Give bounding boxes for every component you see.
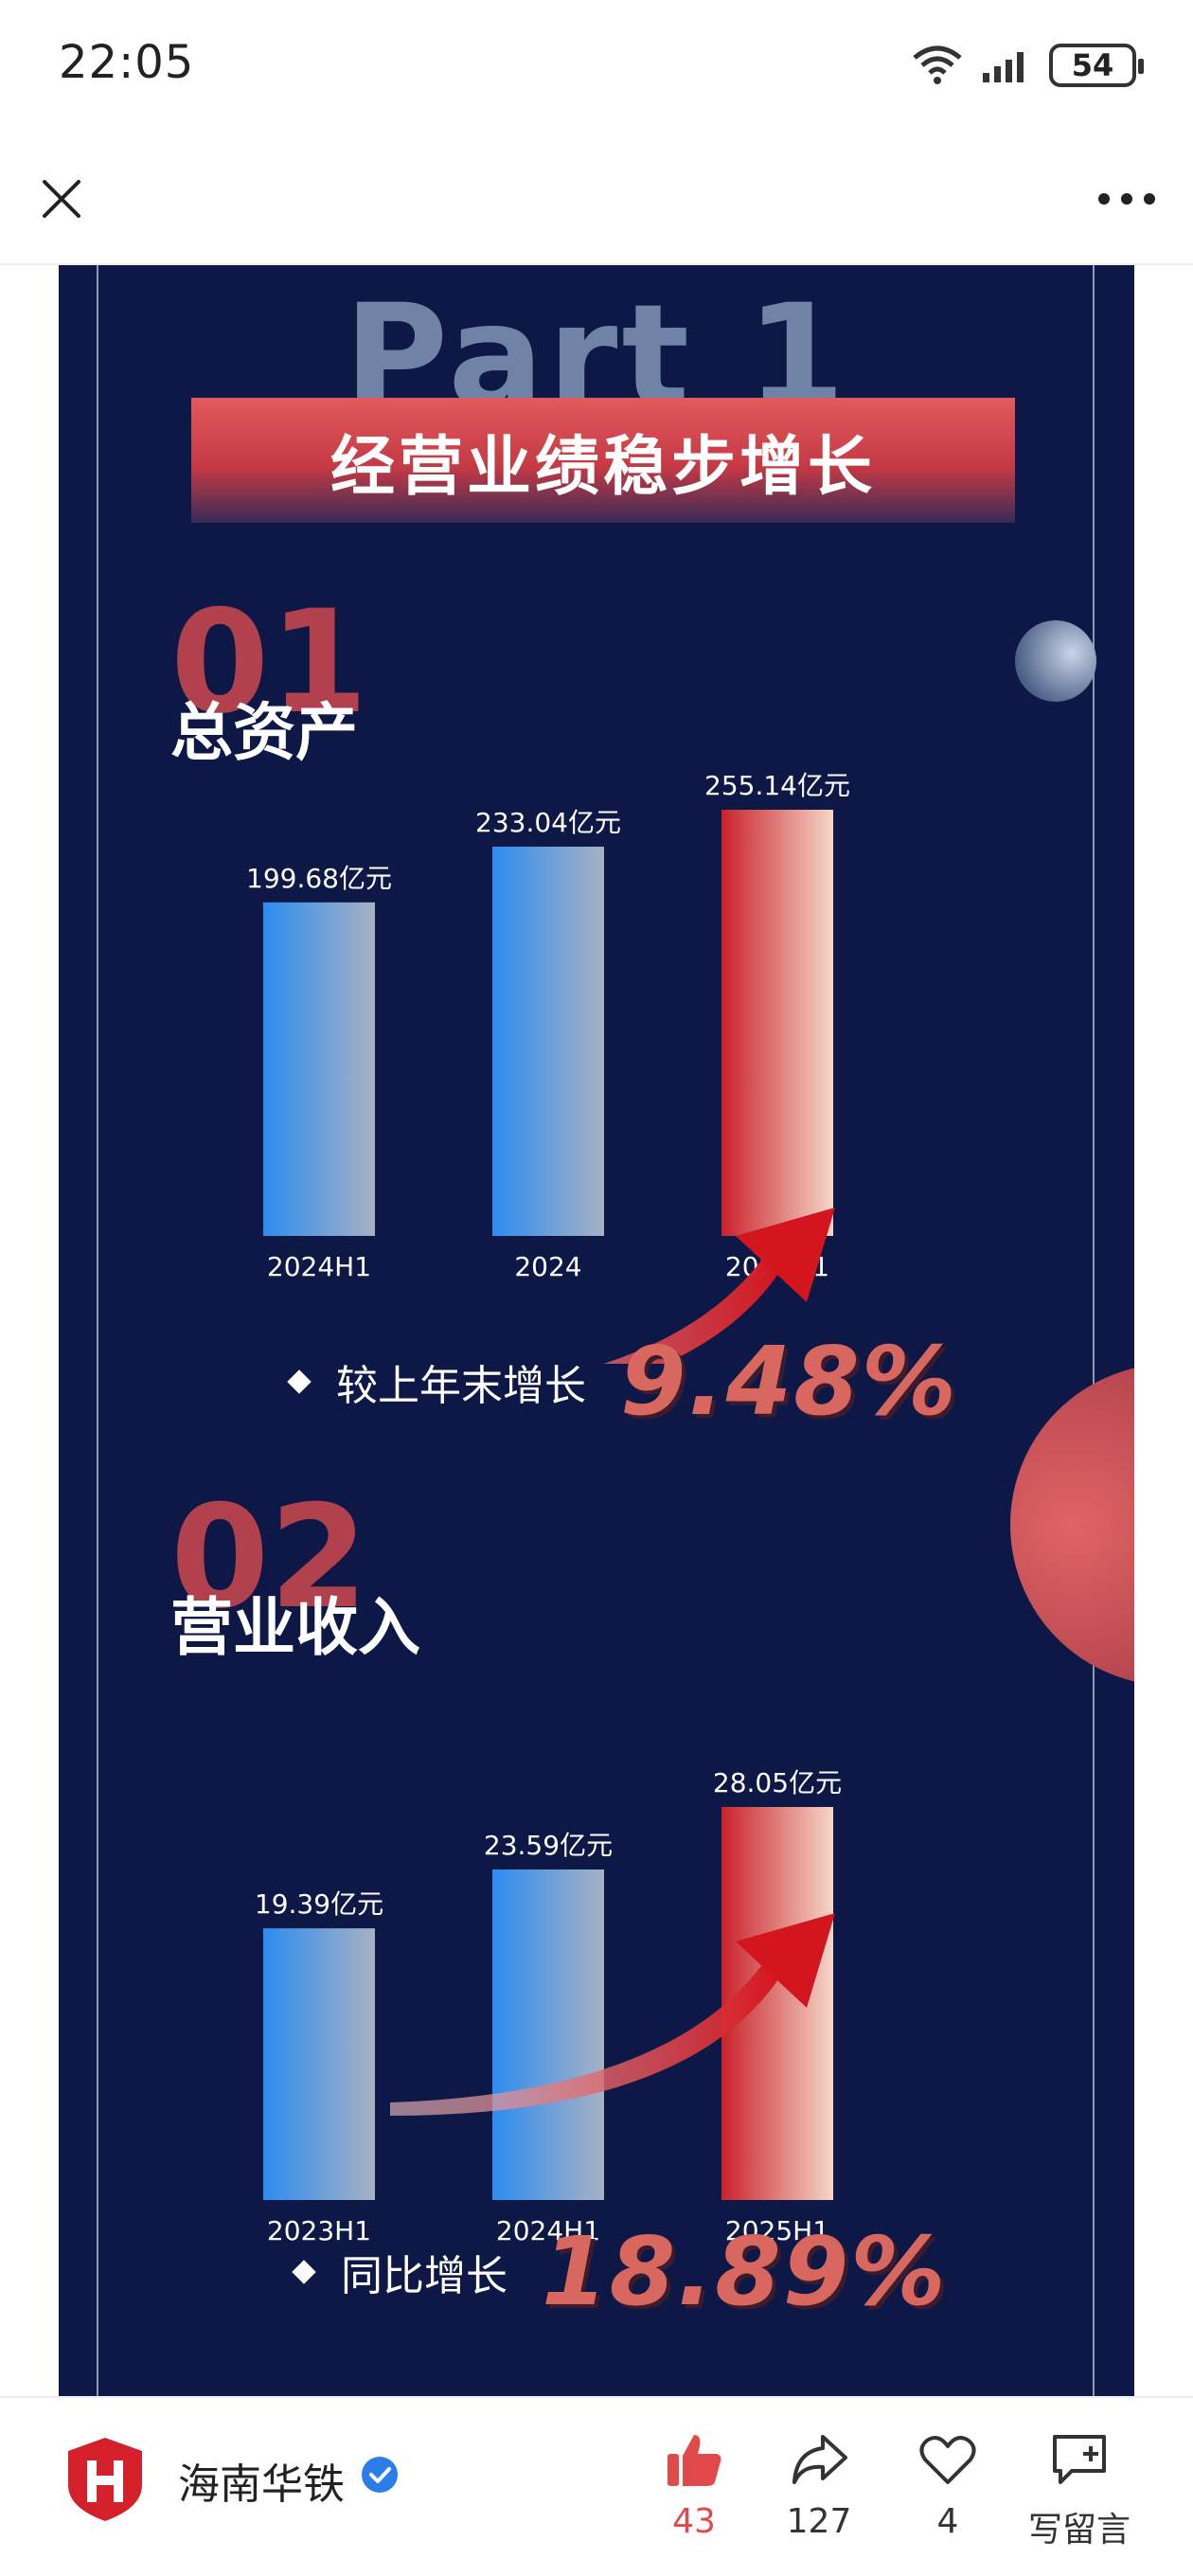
thumbs-up-icon xyxy=(661,2426,727,2493)
like-count: 43 xyxy=(672,2502,716,2541)
x-tick-label: 2024H1 xyxy=(267,1251,371,1282)
growth-value: 9.48% xyxy=(620,1326,958,1437)
like-button[interactable]: 43 xyxy=(632,2426,756,2541)
section-title-total-assets: 总资产 xyxy=(170,696,358,769)
banner-title: 经营业绩稳步增长 xyxy=(329,429,876,505)
section-number-01: 01 xyxy=(170,581,368,745)
top-nav xyxy=(0,137,1193,265)
bottom-bar: 海南华铁 43 127 4 xyxy=(0,2396,1193,2576)
more-dots-icon xyxy=(1098,193,1155,205)
more-options-button[interactable] xyxy=(1089,166,1165,232)
growth-arrow-icon xyxy=(390,1956,778,2116)
status-bar: 22:05 54 xyxy=(0,0,1193,137)
brand-logo[interactable] xyxy=(66,2436,144,2523)
verified-badge-icon xyxy=(362,2457,398,2493)
bar-value-label: 255.14亿元 xyxy=(704,770,850,801)
status-icons: 54 xyxy=(911,42,1144,89)
frame-line-right xyxy=(1093,265,1095,2396)
x-tick-label: 2024 xyxy=(514,1251,581,1282)
section-title-revenue: 营业收入 xyxy=(170,1591,420,1664)
favorite-button[interactable]: 4 xyxy=(886,2426,1009,2541)
status-time: 22:05 xyxy=(59,36,195,89)
heart-icon xyxy=(915,2426,981,2493)
close-button[interactable] xyxy=(28,166,95,232)
deco-circle-small xyxy=(1015,620,1096,702)
banner: 经营业绩稳步增长 xyxy=(191,398,1015,523)
diamond-bullet-icon xyxy=(287,1368,312,1394)
bar-value-label: 23.59亿元 xyxy=(484,1830,613,1861)
deco-circle-large xyxy=(1010,1364,1134,1686)
comment-add-icon xyxy=(1046,2426,1113,2493)
bar-value-label: 19.39亿元 xyxy=(255,1888,383,1920)
growth-row-assets: 较上年末增长 9.48% xyxy=(287,1326,958,1437)
bar-2023H1 xyxy=(263,1928,375,2200)
battery-indicator: 54 xyxy=(1049,44,1144,87)
growth-arrow-head xyxy=(736,1913,835,2008)
share-button[interactable]: 127 xyxy=(757,2426,881,2541)
x-tick-label: 2024H1 xyxy=(496,2215,600,2246)
x-tick-label: 2025H1 xyxy=(725,2215,829,2246)
x-tick-label: 2023H1 xyxy=(267,2215,371,2246)
diamond-bullet-icon xyxy=(292,2259,316,2284)
growth-arrow-icon xyxy=(603,1250,778,1364)
bar-2024H1 xyxy=(263,902,375,1236)
comment-label: 写留言 xyxy=(1027,2511,1131,2549)
frame-line-left xyxy=(97,265,98,2396)
share-count: 127 xyxy=(786,2502,852,2541)
bar-2024H1 xyxy=(492,1869,604,2200)
growth-label: 较上年末增长 xyxy=(336,1361,586,1410)
section-number-02: 02 xyxy=(170,1476,368,1640)
growth-row-revenue: 同比增长 18.89% xyxy=(292,2216,948,2327)
wifi-icon xyxy=(913,45,962,84)
battery-level: 54 xyxy=(1071,47,1114,83)
bar-value-label: 28.05亿元 xyxy=(713,1767,842,1798)
growth-arrow-head xyxy=(736,1208,835,1302)
growth-label: 同比增长 xyxy=(341,2251,507,2300)
write-comment-button[interactable]: 写留言 xyxy=(1013,2426,1146,2551)
shield-logo-icon xyxy=(68,2438,142,2521)
bar-2025H1 xyxy=(721,810,833,1236)
brand-name[interactable]: 海南华铁 xyxy=(178,2460,345,2509)
close-icon xyxy=(43,180,80,218)
growth-value: 18.89% xyxy=(542,2216,948,2327)
infographic-poster: Part 1 经营业绩稳步增长 01 总资产 199.68亿元 2024H1 233… xyxy=(59,265,1134,2396)
share-arrow-icon xyxy=(786,2426,852,2493)
bar-2024 xyxy=(492,846,604,1236)
article-content: Part 1 经营业绩稳步增长 01 总资产 199.68亿元 2024H1 233… xyxy=(0,265,1193,2396)
bar-value-label: 199.68亿元 xyxy=(246,863,392,894)
bar-value-label: 233.04亿元 xyxy=(475,807,621,838)
signal-icon xyxy=(983,52,1024,82)
favorite-count: 4 xyxy=(936,2502,959,2541)
revenue-chart: 19.39亿元 2023H1 23.59亿元 2024H1 28.05亿元 2025H1 xyxy=(255,1767,842,2246)
